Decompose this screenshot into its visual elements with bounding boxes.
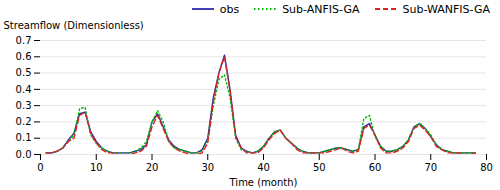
- svg-text:0.7: 0.7: [16, 35, 32, 46]
- html-text:Sub-ANFIS-GA: Sub-ANFIS-GA: [282, 2, 360, 16]
- svg-text:0.4: 0.4: [16, 84, 32, 95]
- svg-text:0.0: 0.0: [16, 149, 32, 160]
- svg-text:0.5: 0.5: [16, 67, 32, 78]
- html-text:obs: obs: [219, 2, 240, 16]
- svg-text:0.3: 0.3: [16, 100, 32, 111]
- svg-text:0: 0: [37, 162, 43, 173]
- svg-text:0.6: 0.6: [16, 51, 32, 62]
- svg-text:0.1: 0.1: [16, 132, 32, 143]
- svg-text:50: 50: [313, 162, 326, 173]
- svg-text:20: 20: [146, 162, 159, 173]
- svg-text:40: 40: [257, 162, 270, 173]
- svg-text:80: 80: [480, 162, 493, 173]
- svg-text:10: 10: [90, 162, 103, 173]
- svg-text:70: 70: [424, 162, 437, 173]
- svg-text:Streamflow (Dimensionless): Streamflow (Dimensionless): [4, 20, 144, 31]
- svg-text:30: 30: [201, 162, 214, 173]
- svg-text:0.2: 0.2: [16, 116, 32, 127]
- svg-text:Time (month): Time (month): [229, 177, 298, 188]
- html-text:Sub-WANFIS-GA: Sub-WANFIS-GA: [402, 2, 490, 16]
- svg-text:60: 60: [369, 162, 382, 173]
